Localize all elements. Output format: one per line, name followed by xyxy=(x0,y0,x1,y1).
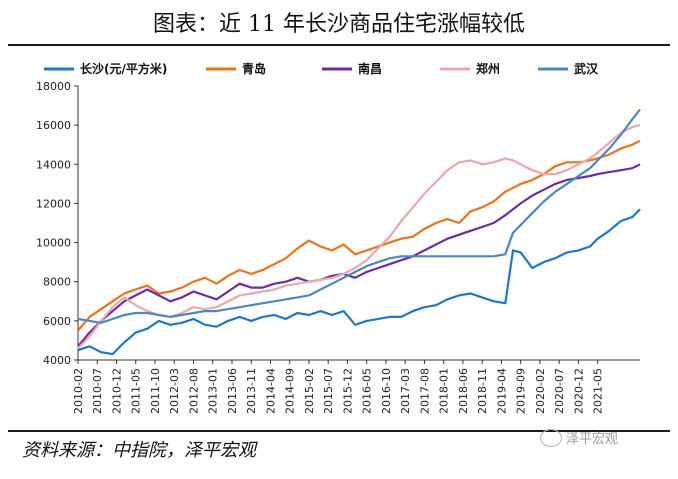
x-tick-label: 2019-09 xyxy=(515,368,528,414)
y-tick-label: 6000 xyxy=(43,315,71,328)
series-line-4 xyxy=(77,108,641,324)
x-tick-label: 2018-11 xyxy=(476,368,489,414)
y-tick-label: 8000 xyxy=(43,276,71,289)
x-tick-label: 2020-07 xyxy=(553,368,566,414)
x-tick-label: 2012-08 xyxy=(187,368,200,414)
x-tick-label: 2013-01 xyxy=(207,368,220,414)
chart-legend: 长沙(元/平方米) 青岛 南昌 郑州 武汉 xyxy=(44,61,599,76)
y-tick-label: 18000 xyxy=(36,80,71,93)
legend-label: 南昌 xyxy=(358,61,382,76)
x-tick-label: 2018-06 xyxy=(457,368,470,414)
y-tick-label: 4000 xyxy=(43,354,71,367)
x-tick-label: 2014-04 xyxy=(264,368,277,414)
x-tick-label: 2019-04 xyxy=(495,368,508,414)
x-tick-label: 2014-09 xyxy=(284,368,297,414)
x-tick-label: 2013-06 xyxy=(226,368,239,414)
x-tick-label: 2017-08 xyxy=(418,368,431,414)
x-tick-label: 2020-02 xyxy=(534,368,547,414)
chart-series xyxy=(77,108,641,356)
x-tick-label: 2010-02 xyxy=(72,368,85,414)
legend-label: 青岛 xyxy=(242,61,266,76)
x-tick-label: 2015-07 xyxy=(322,368,335,414)
title-rule-bottom xyxy=(8,430,670,432)
x-tick-label: 2010-07 xyxy=(91,368,104,414)
x-tick-label: 2011-05 xyxy=(130,368,143,414)
source-note: 资料来源：中指院，泽平宏观 xyxy=(22,440,256,461)
x-tick-label: 2015-02 xyxy=(303,368,316,414)
x-tick-label: 2021-05 xyxy=(592,368,605,414)
title-rule-top xyxy=(8,44,670,46)
y-tick-label: 12000 xyxy=(36,197,71,210)
x-tick-label: 2011-10 xyxy=(149,368,162,414)
x-tick-label: 2012-03 xyxy=(168,368,181,414)
wechat-icon xyxy=(540,428,562,447)
y-tick-label: 16000 xyxy=(36,119,71,132)
legend-label: 长沙(元/平方米) xyxy=(80,61,167,76)
series-line-1 xyxy=(77,139,641,332)
legend-label: 武汉 xyxy=(574,61,599,76)
x-tick-label: 2020-12 xyxy=(572,368,585,414)
series-line-2 xyxy=(77,163,641,348)
watermark-text: 泽平宏观 xyxy=(566,432,619,447)
x-tick-label: 2016-05 xyxy=(361,368,374,414)
series-line-0 xyxy=(77,208,641,356)
x-tick-label: 2017-03 xyxy=(399,368,412,414)
x-tick-label: 2013-11 xyxy=(245,368,258,414)
chart-axes: 4000 6000 8000 10000 12000 14000 16000 18000 201… xyxy=(36,80,640,414)
legend-label: 郑州 xyxy=(476,61,500,76)
y-tick-label: 10000 xyxy=(36,237,71,250)
x-tick-label: 2018-01 xyxy=(438,368,451,414)
x-tick-label: 2015-12 xyxy=(341,368,354,414)
x-tick-label: 2016-10 xyxy=(380,368,393,414)
y-tick-label: 14000 xyxy=(36,158,71,171)
watermark: 泽平宏观 xyxy=(540,428,618,447)
x-tick-label: 2010-12 xyxy=(110,368,123,414)
chart-title: 图表：近 11 年长沙商品住宅涨幅较低 xyxy=(153,12,525,37)
